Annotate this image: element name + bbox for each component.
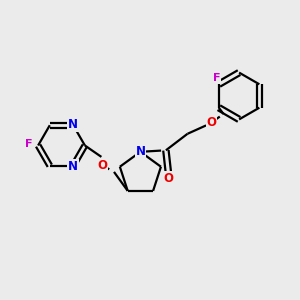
Text: O: O [97,159,107,172]
Text: O: O [206,116,217,129]
Text: F: F [25,139,32,149]
Text: N: N [135,145,146,158]
Text: N: N [68,160,78,173]
Text: O: O [163,172,173,185]
Text: N: N [68,118,78,131]
Text: F: F [213,73,220,83]
